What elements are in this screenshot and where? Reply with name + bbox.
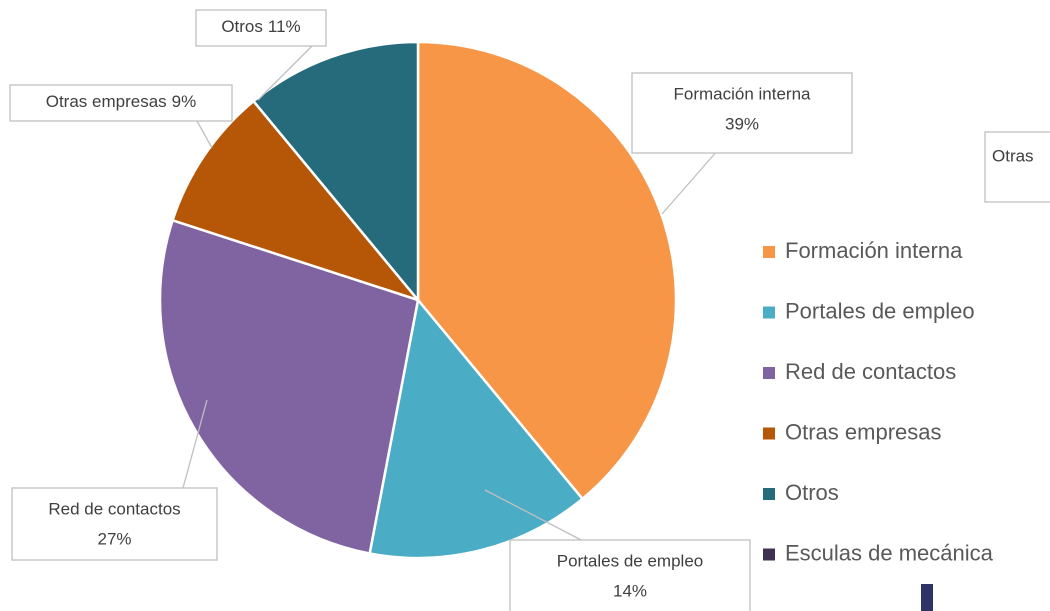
- label-box: [631, 72, 853, 154]
- data-label-value: 11%: [268, 17, 301, 36]
- legend-swatch: [763, 246, 775, 258]
- legend-label: Formación interna: [785, 238, 963, 263]
- legend-swatch: [763, 367, 775, 379]
- data-label: 27%: [97, 529, 131, 548]
- data-label: Otras empresas 9%: [46, 92, 197, 111]
- data-label-name: Portales de empleo: [557, 551, 703, 570]
- pie-slice: [368, 297, 585, 560]
- legend-swatch: [763, 548, 775, 561]
- legend-swatch: [763, 427, 775, 440]
- legend-swatch: [763, 306, 775, 319]
- data-label-name: Red de contactos: [48, 499, 180, 518]
- data-label: 14%: [613, 581, 647, 600]
- leader-line: [661, 149, 719, 215]
- data-label-name: Otros: [221, 17, 263, 36]
- label-box: [11, 487, 218, 561]
- label-box: [9, 84, 233, 122]
- pie-slice: [416, 40, 678, 501]
- leader-line: [257, 45, 313, 101]
- cropped-label: Otras: [992, 146, 1034, 165]
- leader-line: [182, 399, 208, 489]
- pie-slice: [171, 99, 422, 303]
- legend-label: Otros: [785, 480, 839, 505]
- legend-label: Otras empresas: [785, 419, 942, 444]
- label-box: [509, 539, 751, 611]
- cropped-mark: [921, 584, 933, 611]
- cropped-label-box: [984, 131, 1050, 203]
- data-label-name: Formación interna: [673, 84, 811, 103]
- leader-line: [196, 120, 213, 149]
- data-label: 39%: [725, 114, 759, 133]
- data-label: Otros 11%: [221, 17, 300, 36]
- leader-line: [484, 489, 586, 543]
- legend-label: Esculas de mecánica: [785, 540, 994, 565]
- pie-slice: [158, 218, 420, 555]
- pie-slice: [251, 40, 420, 304]
- legend-swatch: [763, 488, 775, 500]
- data-label-name: Otras empresas: [46, 92, 167, 111]
- legend-label: Portales de empleo: [785, 298, 975, 323]
- label-box: [195, 9, 327, 47]
- legend-label: Red de contactos: [785, 359, 956, 384]
- data-label-value: 9%: [172, 92, 197, 111]
